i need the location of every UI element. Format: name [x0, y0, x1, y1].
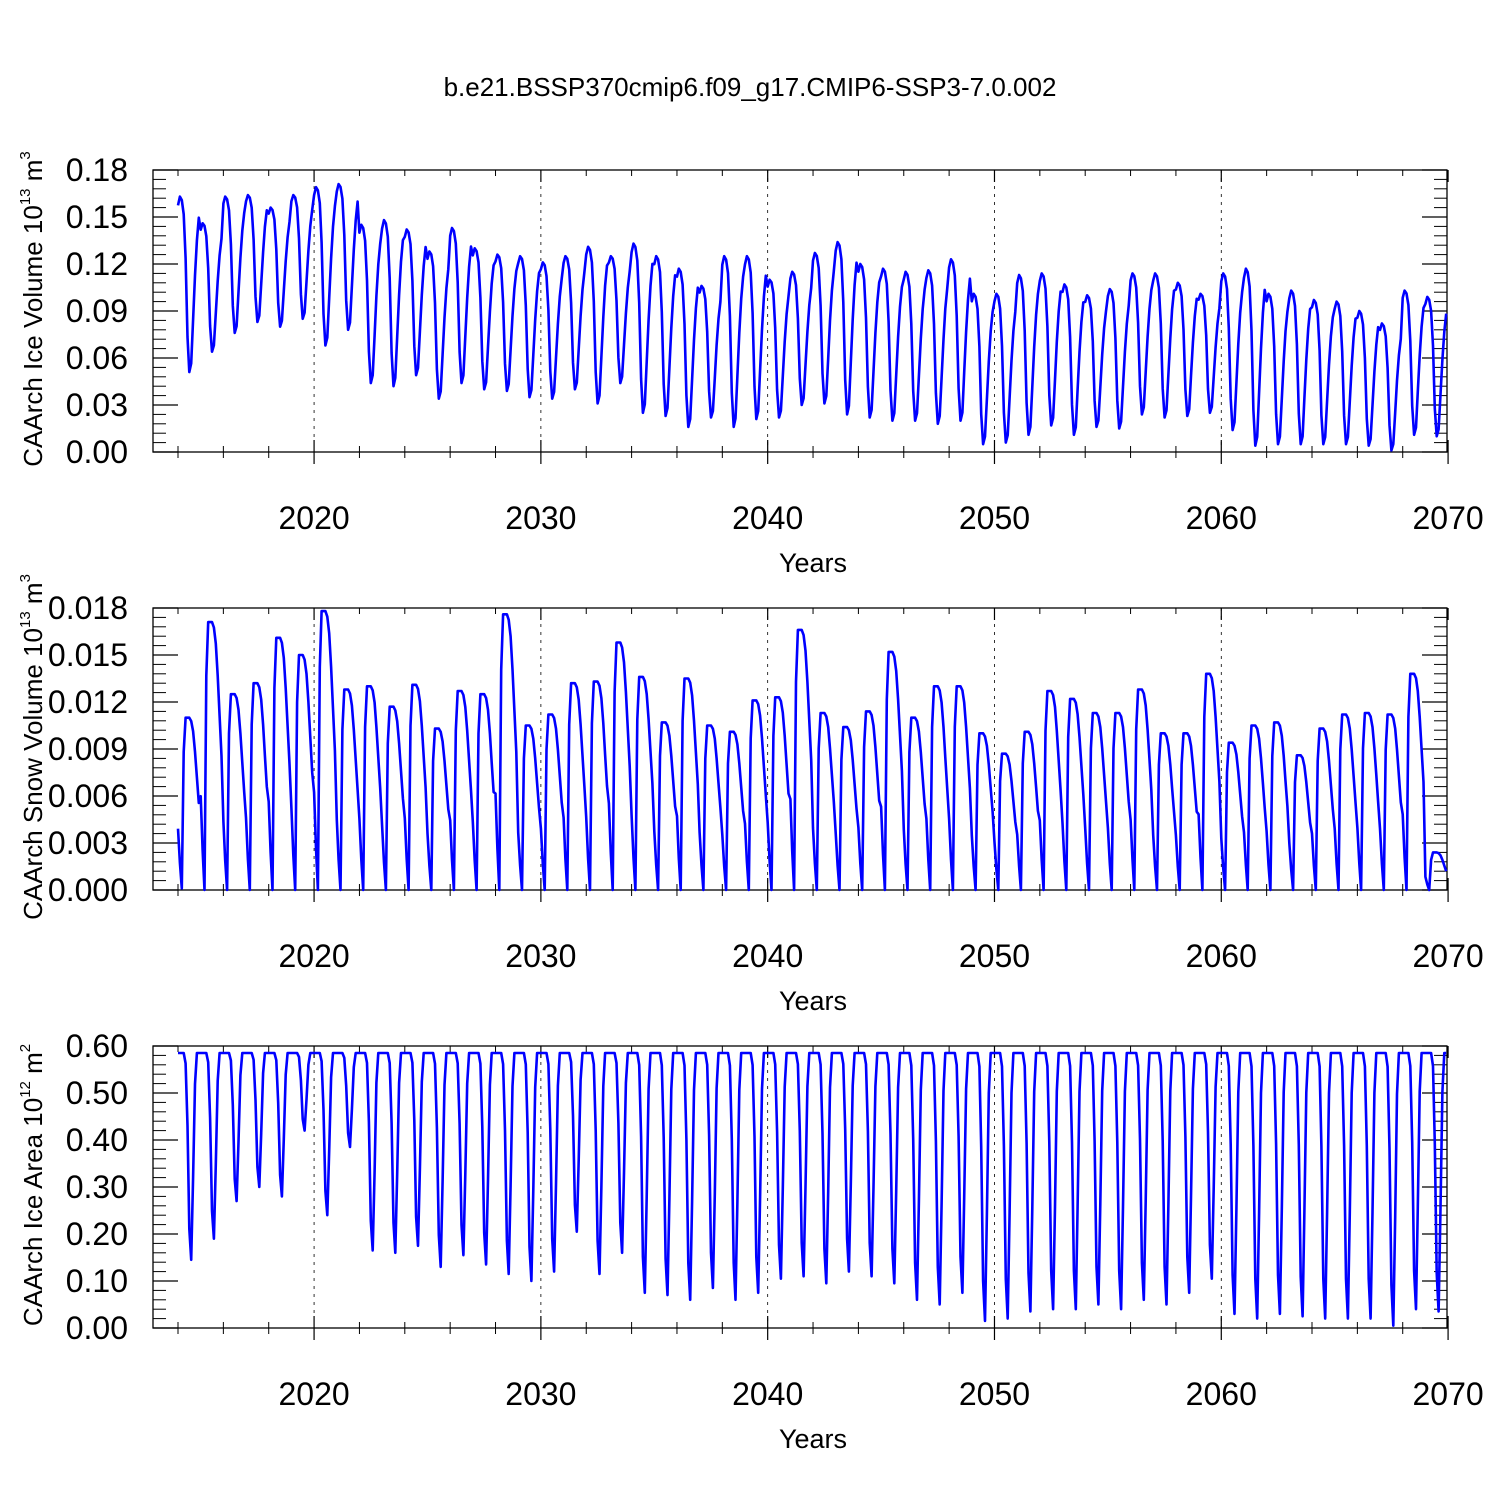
x-tick-label: 2060	[1186, 1376, 1257, 1412]
x-tick-label: 2030	[505, 1376, 576, 1412]
y-label-unit-exponent: 3	[17, 151, 34, 159]
y-label-prefix: CAArch Ice Area 10	[18, 1098, 48, 1326]
x-tick-label: 2030	[505, 500, 576, 536]
y-tick-label: 0.18	[66, 152, 128, 188]
y-tick-label: 0.60	[66, 1028, 128, 1064]
plot-frame	[152, 607, 1448, 891]
y-label-prefix: CAArch Ice Volume 10	[18, 205, 48, 467]
x-tick-label: 2050	[959, 938, 1030, 974]
series-line	[176, 182, 1448, 452]
x-axis-label: Years	[779, 1424, 847, 1454]
y-label-unit: m	[18, 1052, 48, 1081]
y-label-prefix: CAArch Snow Volume 10	[18, 628, 48, 920]
y-tick-label: 0.00	[66, 434, 128, 470]
y-axis-label: CAArch Ice Volume 1013 m3	[17, 151, 48, 467]
y-tick-label: 0.50	[66, 1075, 128, 1111]
y-label-unit: m	[18, 582, 48, 611]
y-tick-label: 0.000	[48, 872, 128, 908]
y-tick-label: 0.15	[66, 199, 128, 235]
x-tick-label: 2070	[1412, 1376, 1483, 1412]
figure-title: b.e21.BSSP370cmip6.f09_g17.CMIP6-SSP3-7.…	[444, 72, 1057, 102]
y-tick-label: 0.003	[48, 825, 128, 861]
panel-3: 2020 2030 2040 2050 2060 2070 0.00 0.10 0.20 0.30…	[17, 1028, 1484, 1454]
y-tick-label: 0.03	[66, 387, 128, 423]
x-axis-label: Years	[779, 548, 847, 578]
x-tick-label: 2030	[505, 938, 576, 974]
x-tick-label: 2050	[959, 500, 1030, 536]
y-axis-label: CAArch Ice Area 1012 m2	[17, 1044, 48, 1326]
y-tick-label: 0.018	[48, 590, 128, 626]
y-tick-label: 0.006	[48, 778, 128, 814]
panel-1: 2020 2030 2040 2050 2060 2070 0.00 0.03 0.06 0.09…	[17, 151, 1484, 578]
x-tick-label: 2040	[732, 938, 803, 974]
y-axis-label: CAArch Snow Volume 1013 m3	[17, 574, 48, 920]
y-label-unit-exponent: 2	[17, 1044, 34, 1052]
series-line	[178, 1051, 1447, 1327]
y-tick-label: 0.06	[66, 340, 128, 376]
y-tick-label: 0.09	[66, 293, 128, 329]
y-tick-label: 0.009	[48, 731, 128, 767]
y-tick-label: 0.40	[66, 1122, 128, 1158]
panel-2: 2020 2030 2040 2050 2060 2070 0.000 0.003 0.006 0…	[17, 574, 1484, 1016]
x-tick-label: 2020	[278, 500, 349, 536]
y-label-unit: m	[18, 160, 48, 189]
y-tick-label: 0.30	[66, 1169, 128, 1205]
x-tick-label: 2060	[1186, 938, 1257, 974]
y-label-exponent: 12	[17, 1081, 34, 1098]
y-tick-label: 0.20	[66, 1216, 128, 1252]
x-tick-label: 2050	[959, 1376, 1030, 1412]
x-tick-label: 2060	[1186, 500, 1257, 536]
y-tick-label: 0.12	[66, 246, 128, 282]
y-tick-label: 0.10	[66, 1263, 128, 1299]
y-label-exponent: 13	[17, 188, 34, 205]
y-label-unit-exponent: 3	[17, 574, 34, 582]
x-axis-label: Years	[779, 986, 847, 1016]
y-label-exponent: 13	[17, 611, 34, 628]
y-tick-label: 0.015	[48, 637, 128, 673]
x-tick-label: 2040	[732, 1376, 803, 1412]
x-tick-label: 2020	[278, 1376, 349, 1412]
x-tick-label: 2020	[278, 938, 349, 974]
y-tick-label: 0.00	[66, 1310, 128, 1346]
x-tick-label: 2070	[1412, 500, 1483, 536]
x-tick-label: 2070	[1412, 938, 1483, 974]
x-tick-label: 2040	[732, 500, 803, 536]
series-line	[176, 609, 1448, 892]
y-tick-label: 0.012	[48, 684, 128, 720]
